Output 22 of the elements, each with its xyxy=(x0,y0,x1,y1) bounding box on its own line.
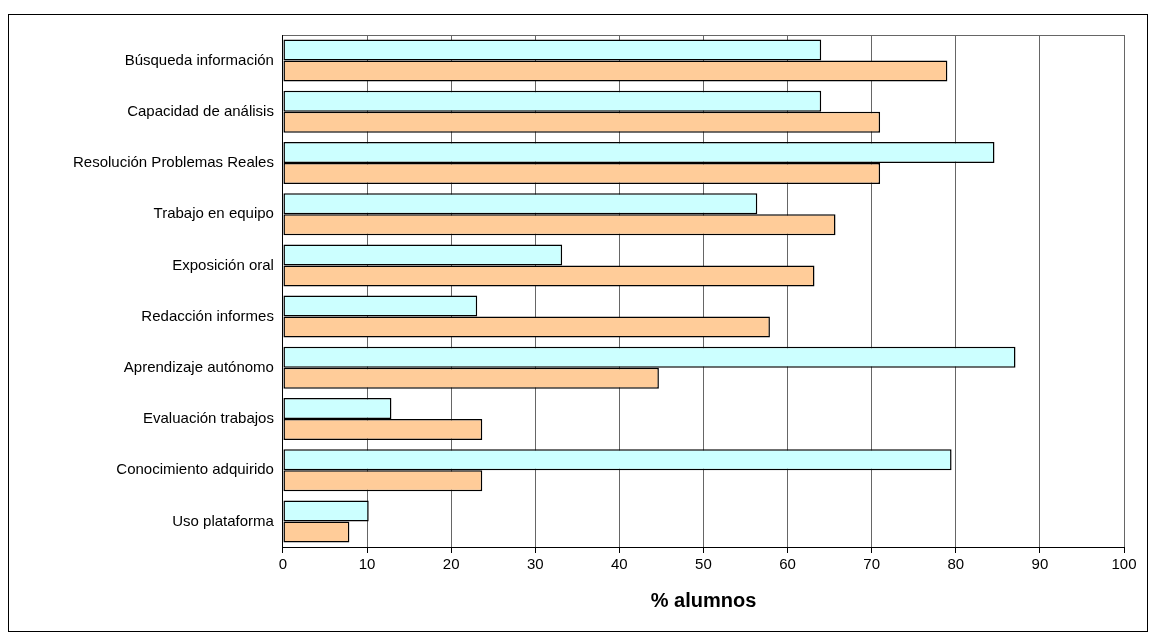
y-tick-label: Evaluación trabajos xyxy=(143,409,274,427)
y-tick-label: Aprendizaje autónomo xyxy=(123,357,274,375)
x-tick-label: 20 xyxy=(442,555,460,573)
y-tick-label: Resolución Problemas Reales xyxy=(73,153,274,171)
x-tick-label: 30 xyxy=(526,555,544,573)
y-tick-label: Uso plataforma xyxy=(172,511,275,529)
y-tick-label: Capacidad de análisis xyxy=(127,101,274,119)
y-tick-label: Conocimiento adquirido xyxy=(116,460,274,478)
x-tick-label: 10 xyxy=(358,555,376,573)
x-tick-label: 90 xyxy=(1031,555,1049,573)
x-tick-label: 50 xyxy=(695,555,712,573)
x-axis-title: % alumnos xyxy=(650,588,757,611)
y-tick-label: Trabajo en equipo xyxy=(153,204,274,222)
x-tick-label: 60 xyxy=(779,555,796,573)
x-tick-label: 0 xyxy=(278,555,288,573)
x-tick-label: 80 xyxy=(947,555,965,573)
y-tick-label: Redacción informes xyxy=(141,306,274,324)
x-tick-label: 100 xyxy=(1111,555,1137,573)
y-tick-label: Búsqueda información xyxy=(124,50,274,68)
y-tick-label: Exposición oral xyxy=(172,255,274,273)
x-tick-label: 70 xyxy=(863,555,881,573)
x-tick-label: 40 xyxy=(611,555,628,573)
